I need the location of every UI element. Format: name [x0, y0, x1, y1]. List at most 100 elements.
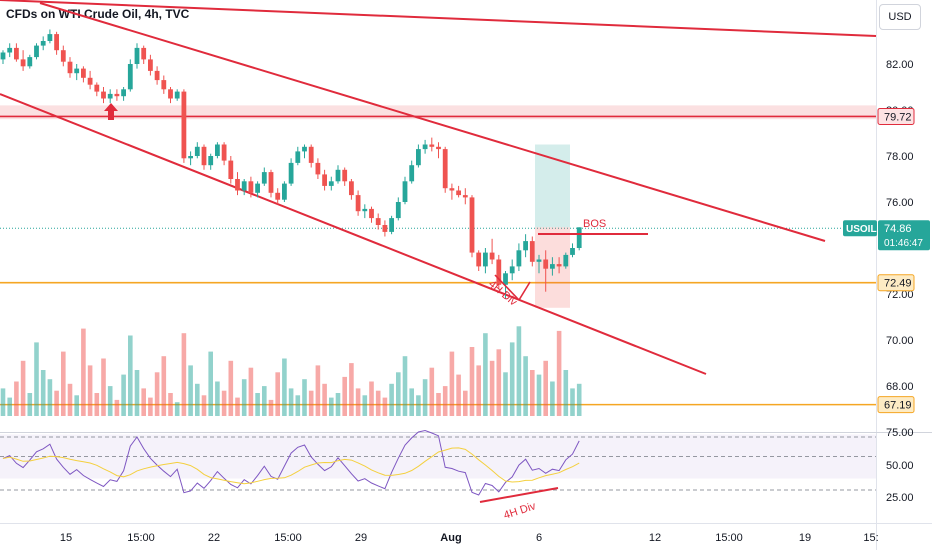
- candle-body: [268, 172, 274, 193]
- candle-body: [322, 174, 327, 186]
- volume-bar: [288, 388, 294, 416]
- channel-upper-line: [39, 2, 826, 242]
- price-tick-label: 82.00: [886, 59, 914, 71]
- candle-body: [288, 162, 294, 184]
- volume-bar: [329, 397, 334, 416]
- candle-body: [449, 188, 455, 191]
- time-tick-label: Aug: [440, 532, 461, 544]
- volume-bar: [556, 330, 562, 416]
- candle-body: [355, 195, 361, 212]
- volume-bar: [201, 395, 207, 416]
- candle-body: [47, 34, 53, 41]
- time-tick-label: 19: [799, 532, 811, 544]
- volume-bar: [302, 379, 307, 416]
- volume-bar: [503, 372, 508, 416]
- candle-body: [328, 181, 334, 186]
- candle-body: [429, 144, 435, 147]
- candle-body: [576, 227, 582, 248]
- volume-bar: [40, 370, 46, 416]
- volume-bar: [463, 390, 468, 416]
- countdown-label: 01:46:47: [884, 238, 923, 249]
- bos-label: BOS: [583, 218, 606, 230]
- candle-body: [81, 68, 86, 78]
- candle-body: [208, 156, 214, 166]
- volume-bar: [208, 351, 213, 416]
- candle-body: [188, 156, 193, 159]
- volume-bar: [181, 333, 187, 416]
- candle-body: [141, 47, 147, 60]
- volume-bar: [161, 356, 167, 416]
- price-tag-label: 72.49: [884, 278, 912, 290]
- candle-body: [228, 160, 234, 179]
- price-tick-label: 76.00: [886, 197, 914, 209]
- volume-bar: [476, 365, 481, 416]
- candle-body: [241, 181, 247, 191]
- price-tick-label: 72.00: [886, 289, 914, 301]
- candle-body: [335, 169, 341, 182]
- candle-body: [395, 202, 401, 219]
- candle-body: [34, 45, 39, 58]
- time-tick-label: 15:00: [274, 532, 302, 544]
- volume-bar: [134, 370, 140, 416]
- volume-bar: [362, 395, 368, 416]
- volume-bar: [355, 388, 361, 416]
- volume-bar: [416, 395, 421, 416]
- volume-bar: [228, 360, 234, 416]
- candle-body: [556, 264, 562, 267]
- candle-body: [315, 162, 321, 175]
- volume-bar: [308, 390, 314, 416]
- volume-bar: [389, 383, 394, 416]
- candle-body: [550, 264, 555, 269]
- volume-bar: [188, 365, 193, 416]
- volume-bar: [315, 365, 321, 416]
- volume-bar: [375, 390, 381, 416]
- candle-body: [282, 183, 287, 200]
- candle-body: [0, 52, 6, 60]
- volume-bar: [456, 374, 461, 416]
- volume-bar: [7, 397, 12, 416]
- candle-body: [496, 259, 502, 285]
- symbol-label: USOIL: [846, 224, 877, 235]
- candle-body: [416, 149, 421, 166]
- candle-body: [503, 273, 508, 285]
- candle-body: [563, 254, 569, 267]
- time-tick-label: 6: [536, 532, 542, 544]
- candle-body: [7, 47, 13, 53]
- divergence-line-price-2: [518, 281, 531, 301]
- volume-bar: [382, 397, 388, 416]
- volume-bar: [469, 347, 475, 416]
- candle-body: [154, 70, 160, 81]
- candle-body: [201, 146, 207, 166]
- candle-body: [148, 59, 153, 71]
- currency-button[interactable]: USD: [879, 4, 921, 30]
- time-tick-label: 29: [355, 532, 367, 544]
- candle-body: [382, 225, 388, 232]
- candle-body: [181, 91, 187, 159]
- volume-bar: [369, 381, 374, 416]
- candle-body: [409, 165, 415, 182]
- volume-bar: [0, 388, 6, 416]
- candle-body: [27, 57, 33, 67]
- volume-bar: [402, 356, 408, 416]
- volume-bar: [509, 342, 515, 416]
- candle-body: [255, 183, 260, 193]
- candle-body: [483, 252, 488, 267]
- candle-body: [529, 241, 535, 262]
- volume-bar: [27, 393, 33, 416]
- volume-bar: [168, 393, 173, 416]
- candle-body: [523, 241, 528, 251]
- price-tick-label: 78.00: [886, 151, 914, 163]
- candle-body: [375, 218, 381, 225]
- candle-body: [362, 208, 368, 212]
- volume-bar: [248, 367, 254, 416]
- volume-bar: [436, 393, 441, 416]
- volume-bar: [483, 333, 488, 416]
- time-tick-label: 22: [208, 532, 220, 544]
- volume-bar: [536, 374, 542, 416]
- time-tick-label: 15:: [863, 532, 878, 544]
- candle-body: [87, 77, 93, 85]
- volume-bar: [275, 372, 280, 416]
- volume-bar: [81, 328, 86, 416]
- candle-body: [389, 218, 394, 232]
